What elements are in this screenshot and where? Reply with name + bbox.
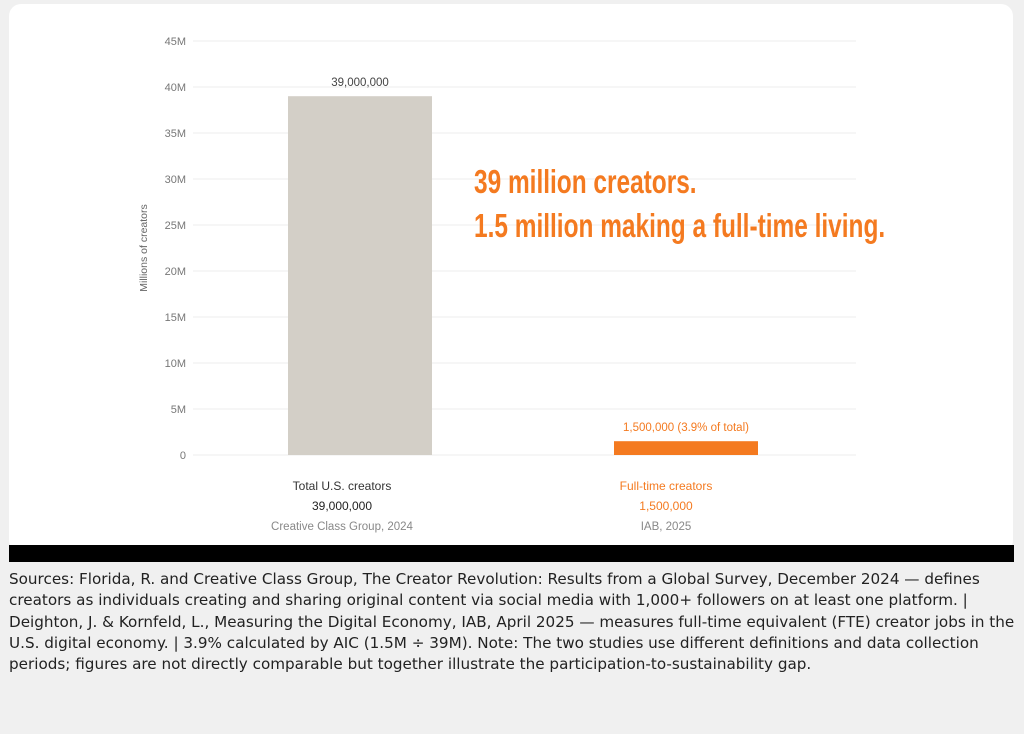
divider-bar (9, 545, 1014, 562)
bar-value-label: 39,000,000 (331, 77, 389, 89)
y-tick-label: 10M (165, 358, 186, 370)
bar-1 (288, 96, 432, 455)
y-tick-label: 30M (165, 174, 186, 186)
bar-chart: 0 5M 10M 15M 20M 25M 30M 35M 40M 45M Millions of c… (138, 36, 856, 533)
category-source: IAB, 2025 (641, 521, 692, 533)
y-tick-label: 25M (165, 220, 186, 232)
y-tick-label: 5M (171, 404, 186, 416)
y-tick-label: 40M (165, 82, 186, 94)
headline-line-1: 39 million creators. (474, 163, 697, 200)
bar-value-label: 1,500,000 (3.9% of total) (623, 422, 749, 434)
bar-2 (614, 441, 758, 455)
headline-annotation: 39 million creators. 1.5 million making … (474, 160, 885, 248)
y-tick-label: 15M (165, 312, 186, 324)
y-axis-label: Millions of creators (138, 204, 150, 292)
headline-line-2: 1.5 million making a full-time living. (474, 207, 886, 244)
y-tick-label: 35M (165, 128, 186, 140)
y-tick-label: 0 (180, 450, 186, 462)
chart-card (9, 4, 1013, 552)
category-label: Full-time creators (620, 479, 713, 493)
category-value: 1,500,000 (639, 499, 693, 513)
sources-caption: Sources: Florida, R. and Creative Class … (9, 570, 1015, 674)
category-value: 39,000,000 (312, 499, 372, 513)
category-label: Total U.S. creators (293, 479, 392, 493)
y-tick-label: 45M (165, 36, 186, 48)
y-tick-label: 20M (165, 266, 186, 278)
category-source: Creative Class Group, 2024 (271, 521, 414, 533)
